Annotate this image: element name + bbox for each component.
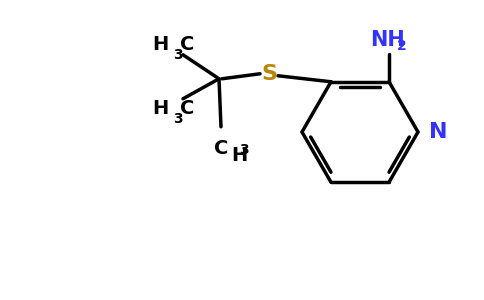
Text: NH: NH xyxy=(370,30,404,50)
Text: 3: 3 xyxy=(173,112,182,126)
Text: H: H xyxy=(153,99,169,118)
Text: 3: 3 xyxy=(239,143,249,157)
Text: C: C xyxy=(214,139,228,158)
Text: C: C xyxy=(180,99,195,118)
Text: 3: 3 xyxy=(173,48,182,62)
Text: S: S xyxy=(261,64,277,84)
Text: H: H xyxy=(153,35,169,54)
Text: C: C xyxy=(180,35,195,54)
Text: 2: 2 xyxy=(397,39,407,53)
Text: N: N xyxy=(429,122,448,142)
Text: H: H xyxy=(231,146,247,165)
